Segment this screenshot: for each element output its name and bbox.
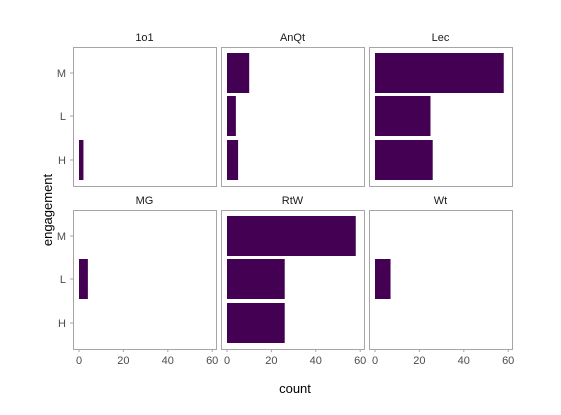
panel-frame-MG (73, 210, 217, 350)
x-tick-label-0-col0: 0 (76, 355, 82, 367)
facet-label-1o1: 1o1 (135, 32, 153, 44)
bar-Lec-M (375, 53, 504, 93)
bar-Lec-L (375, 96, 431, 136)
x-tick-label-40-col1: 40 (310, 355, 322, 367)
bar-AnQt-H (227, 140, 239, 180)
x-tick-label-20-col1: 20 (265, 355, 277, 367)
bar-Lec-H (375, 140, 433, 180)
facet-label-Wt: Wt (434, 195, 447, 207)
y-tick-label-H-row0: H (58, 155, 66, 167)
x-tick-label-60-col0: 60 (206, 355, 218, 367)
x-tick-label-0-col2: 0 (372, 355, 378, 367)
y-tick-label-M-row1: M (57, 231, 66, 243)
x-tick-label-60-col2: 60 (502, 355, 514, 367)
y-axis-title: engagement (40, 173, 55, 246)
y-tick-label-M-row0: M (57, 68, 66, 80)
x-tick-label-20-col2: 20 (413, 355, 425, 367)
bar-RtW-H (227, 303, 285, 343)
x-tick-label-40-col2: 40 (458, 355, 470, 367)
bar-AnQt-L (227, 96, 236, 136)
facet-label-AnQt: AnQt (280, 32, 305, 44)
x-tick-label-0-col1: 0 (224, 355, 230, 367)
bar-RtW-M (227, 216, 356, 256)
bar-RtW-L (227, 259, 285, 299)
facet-label-Lec: Lec (432, 32, 450, 44)
panel-frame-1o1 (73, 47, 217, 187)
y-tick-label-L-row1: L (60, 274, 66, 286)
bar-1o1-H (79, 140, 84, 180)
panel-frame-Wt (369, 210, 513, 350)
bar-MG-L (79, 259, 88, 299)
x-tick-label-40-col0: 40 (162, 355, 174, 367)
bar-Wt-L (375, 259, 391, 299)
facet-label-MG: MG (136, 195, 154, 207)
x-tick-label-20-col0: 20 (117, 355, 129, 367)
y-tick-label-L-row0: L (60, 111, 66, 123)
x-axis-title: count (279, 381, 311, 396)
y-tick-label-H-row1: H (58, 318, 66, 330)
bar-AnQt-M (227, 53, 250, 93)
facet-label-RtW: RtW (282, 195, 304, 207)
x-tick-label-60-col1: 60 (354, 355, 366, 367)
